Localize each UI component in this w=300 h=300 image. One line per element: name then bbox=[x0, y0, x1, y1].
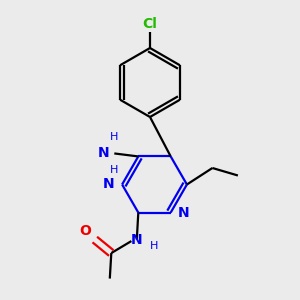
Text: N: N bbox=[131, 232, 142, 247]
Text: N: N bbox=[103, 178, 115, 191]
Text: H: H bbox=[110, 165, 118, 175]
Text: N: N bbox=[178, 206, 190, 220]
Text: H: H bbox=[150, 241, 159, 250]
Text: N: N bbox=[98, 146, 110, 161]
Text: Cl: Cl bbox=[142, 16, 158, 31]
Text: O: O bbox=[79, 224, 91, 238]
Text: H: H bbox=[110, 132, 118, 142]
